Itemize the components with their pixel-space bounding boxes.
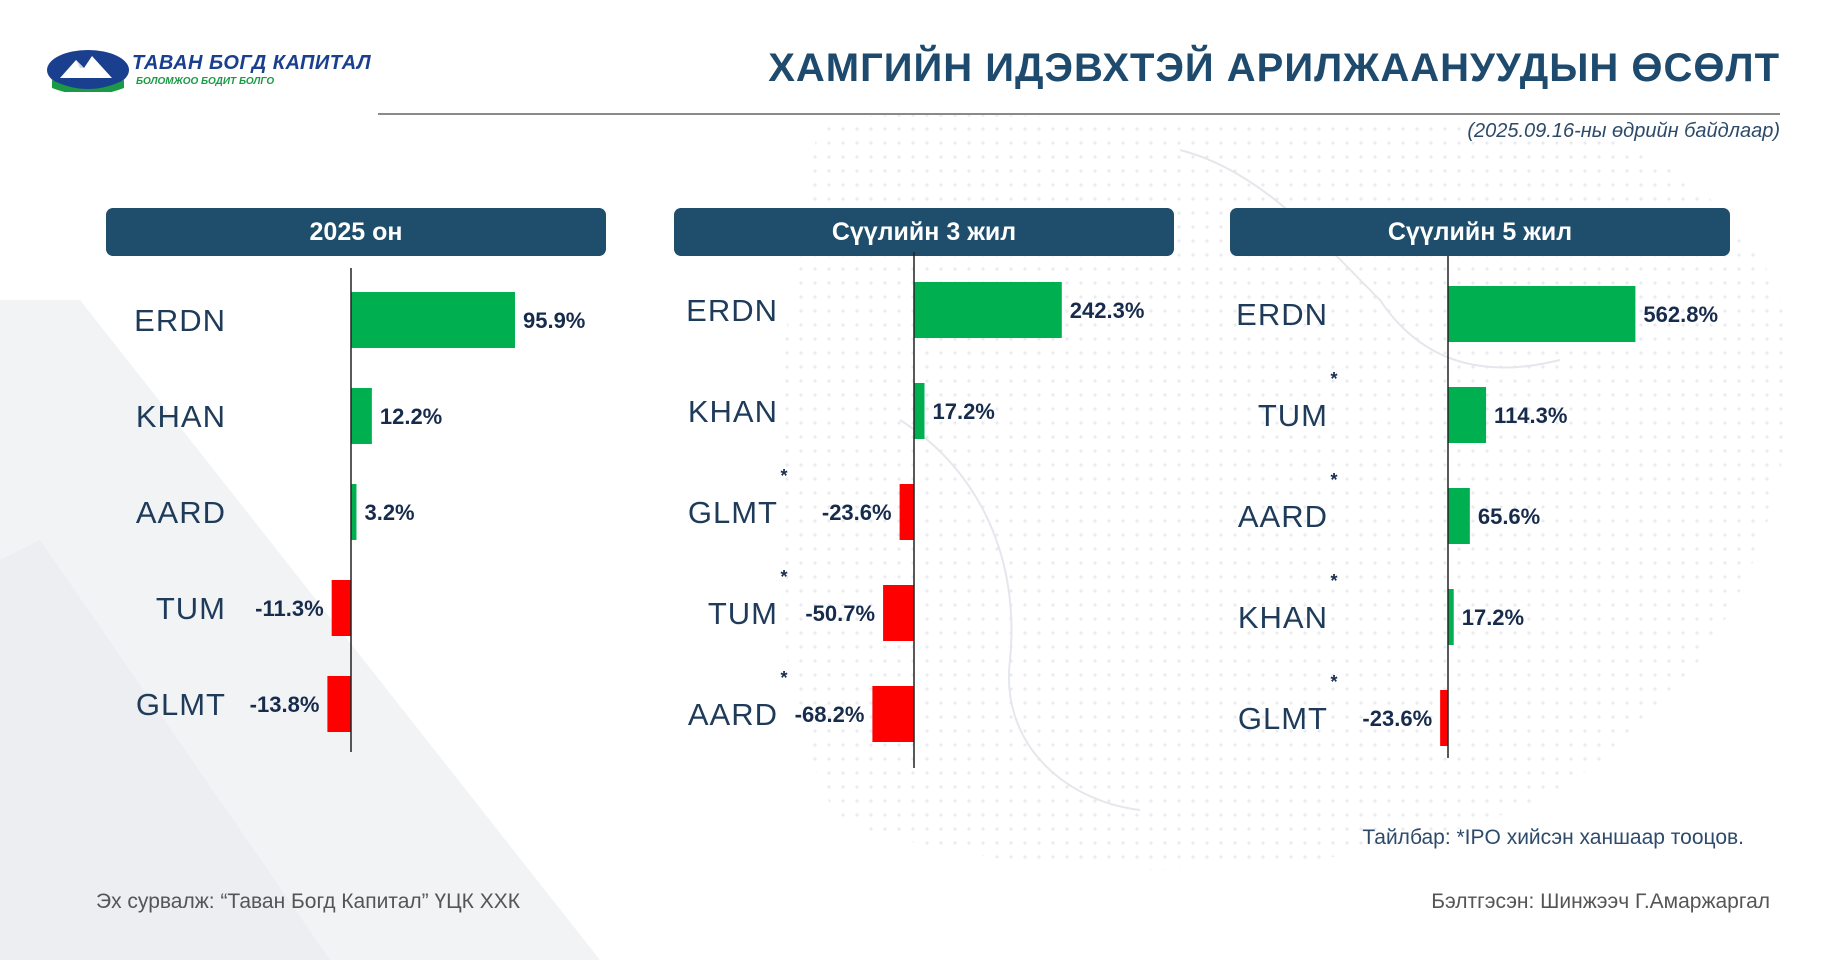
category-label: ERDN (686, 293, 778, 328)
data-label: 114.3% (1494, 403, 1567, 428)
category-label: AARD (136, 495, 226, 530)
logo-tagline: БОЛОМЖОО БОДИТ БОЛГО (136, 76, 275, 87)
category-label: ERDN (1236, 297, 1328, 332)
bar-khan (914, 383, 925, 439)
category-label: AARD (688, 697, 778, 732)
data-label: -68.2% (795, 702, 865, 727)
ipo-footnote: Тайлбар: *IPO хийсэн ханшаар тооцов. (1362, 826, 1744, 849)
date-subtitle: (2025.09.16-ны өдрийн байдлаар) (1467, 120, 1780, 142)
bar-tum (883, 585, 914, 641)
data-label: -50.7% (805, 601, 875, 626)
data-label: 3.2% (364, 500, 414, 525)
data-label: 95.9% (523, 308, 585, 333)
ipo-asterisk: * (1330, 470, 1337, 490)
data-label: -23.6% (822, 500, 892, 525)
ipo-asterisk: * (780, 567, 787, 587)
category-label: AARD (1238, 499, 1328, 534)
data-label: 562.8% (1643, 302, 1718, 327)
category-label: TUM (156, 591, 226, 626)
bar-aard (351, 484, 357, 540)
prepared-by-text: Бэлтгэсэн: Шинжээч Г.Амаржаргал (1431, 890, 1770, 913)
bar-glmt (899, 484, 914, 540)
category-label: KHAN (136, 399, 226, 434)
bar-erdn (351, 292, 515, 348)
mountain-logo-icon (47, 50, 129, 92)
chart-title: 2025 он (106, 208, 606, 256)
category-label: KHAN (688, 394, 778, 429)
bar-khan (1448, 589, 1454, 645)
data-label: 12.2% (380, 404, 442, 429)
ipo-asterisk: * (780, 466, 787, 486)
logo-name: ТАВАН БОГД КАПИТАЛ (132, 52, 372, 74)
source-text: Эх сурвалж: “Таван Богд Капитал” ҮЦК ХХК (96, 890, 520, 913)
category-label: KHAN (1238, 600, 1328, 635)
chart-panel-3-years: Сүүлийн 3 жил ERDN 242.3% KHAN 17.2% GLMT -23… (674, 208, 1174, 768)
chart-title: Сүүлийн 5 жил (1230, 208, 1730, 256)
bar-khan (351, 388, 372, 444)
data-label: -11.3% (255, 596, 324, 621)
category-label: GLMT (688, 495, 778, 530)
ipo-asterisk: * (780, 668, 787, 688)
bar-aard (1448, 488, 1470, 544)
data-label: 17.2% (1462, 605, 1524, 630)
bar-chart: ERDN 242.3%KHAN 17.2%GLMT -23.6%*TUM -50.7%*… (686, 252, 1145, 768)
data-label: 17.2% (932, 399, 994, 424)
ipo-asterisk: * (1330, 571, 1337, 591)
data-label: -13.8% (250, 692, 320, 717)
category-label: TUM (708, 596, 778, 631)
bar-chart: ERDN 562.8%TUM 114.3%*AARD 65.6%*KHAN 17.2%*… (1236, 256, 1718, 758)
bar-chart: ERDN 95.9% KHAN 12.2% AARD 3.2% TUM -11.3% GLMT -… (134, 268, 585, 752)
category-label: GLMT (1238, 701, 1328, 736)
bar-glmt (1440, 690, 1448, 746)
data-label: -23.6% (1362, 706, 1432, 731)
page-title: ХАМГИЙН ИДЭВХТЭЙ АРИЛЖААНУУДЫН ӨСӨЛТ (768, 46, 1780, 90)
bar-glmt (327, 676, 351, 732)
bar-erdn (1448, 286, 1636, 342)
title-divider (378, 113, 1780, 115)
data-label: 242.3% (1070, 298, 1145, 323)
category-label: GLMT (136, 687, 226, 722)
bar-aard (872, 686, 914, 742)
category-label: ERDN (134, 303, 226, 338)
chart-title: Сүүлийн 3 жил (674, 208, 1174, 256)
company-logo: ТАВАН БОГД КАПИТАЛ БОЛОМЖОО БОДИТ БОЛГО (46, 46, 371, 92)
bar-tum (1448, 387, 1487, 443)
category-label: TUM (1258, 398, 1328, 433)
ipo-asterisk: * (1330, 672, 1337, 692)
chart-panel-2025: 2025 он ERDN 95.9% KHAN 12.2% AARD 3.2% TUM -11… (106, 208, 606, 758)
chart-panel-5-years: Сүүлийн 5 жил ERDN 562.8% TUM 114.3% * AARD 65… (1230, 208, 1730, 758)
bar-tum (331, 580, 351, 636)
bar-erdn (914, 282, 1062, 338)
ipo-asterisk: * (1330, 369, 1337, 389)
data-label: 65.6% (1478, 504, 1540, 529)
